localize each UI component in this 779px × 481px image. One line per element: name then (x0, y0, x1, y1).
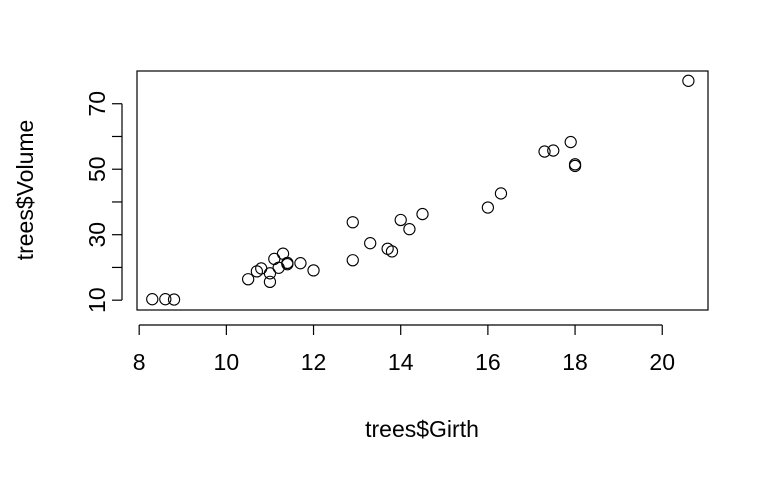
data-point (385, 245, 399, 258)
x-tick-label: 20 (649, 349, 675, 375)
y-axis-title: trees$Volume (12, 120, 38, 261)
y-axis: 10 30 50 70 (84, 91, 123, 313)
data-point (167, 293, 181, 306)
x-axis-title: trees$Girth (365, 416, 479, 442)
x-tick-label: 8 (133, 349, 146, 375)
x-axis: 8 10 12 14 16 18 20 (133, 324, 675, 375)
data-point (281, 256, 294, 270)
data-point (481, 201, 495, 214)
data-point (403, 222, 416, 236)
x-tick-label: 10 (214, 349, 240, 375)
data-point (294, 257, 307, 270)
data-point (346, 216, 359, 229)
y-tick-label: 10 (84, 287, 110, 313)
x-tick-label: 18 (562, 349, 588, 375)
data-point (538, 145, 551, 158)
data-point (263, 275, 277, 288)
data-point (568, 159, 582, 173)
data-point (682, 74, 695, 87)
y-tick-label: 70 (84, 91, 110, 117)
y-tick-label: 50 (84, 156, 110, 182)
data-point (494, 187, 508, 200)
data-point (146, 293, 159, 306)
x-tick-label: 12 (301, 349, 327, 375)
data-point (564, 135, 577, 149)
x-tick-label: 14 (388, 349, 414, 375)
data-point (547, 144, 560, 157)
y-tick-label: 30 (84, 222, 110, 248)
data-points (146, 74, 695, 306)
data-point (307, 264, 320, 277)
data-point (241, 273, 255, 286)
data-point (394, 213, 407, 227)
x-tick-label: 16 (475, 349, 501, 375)
data-point (159, 293, 172, 306)
data-point (263, 267, 277, 280)
data-point (416, 207, 429, 221)
plot-frame (136, 70, 709, 311)
data-point (346, 254, 359, 267)
data-point (364, 237, 377, 250)
